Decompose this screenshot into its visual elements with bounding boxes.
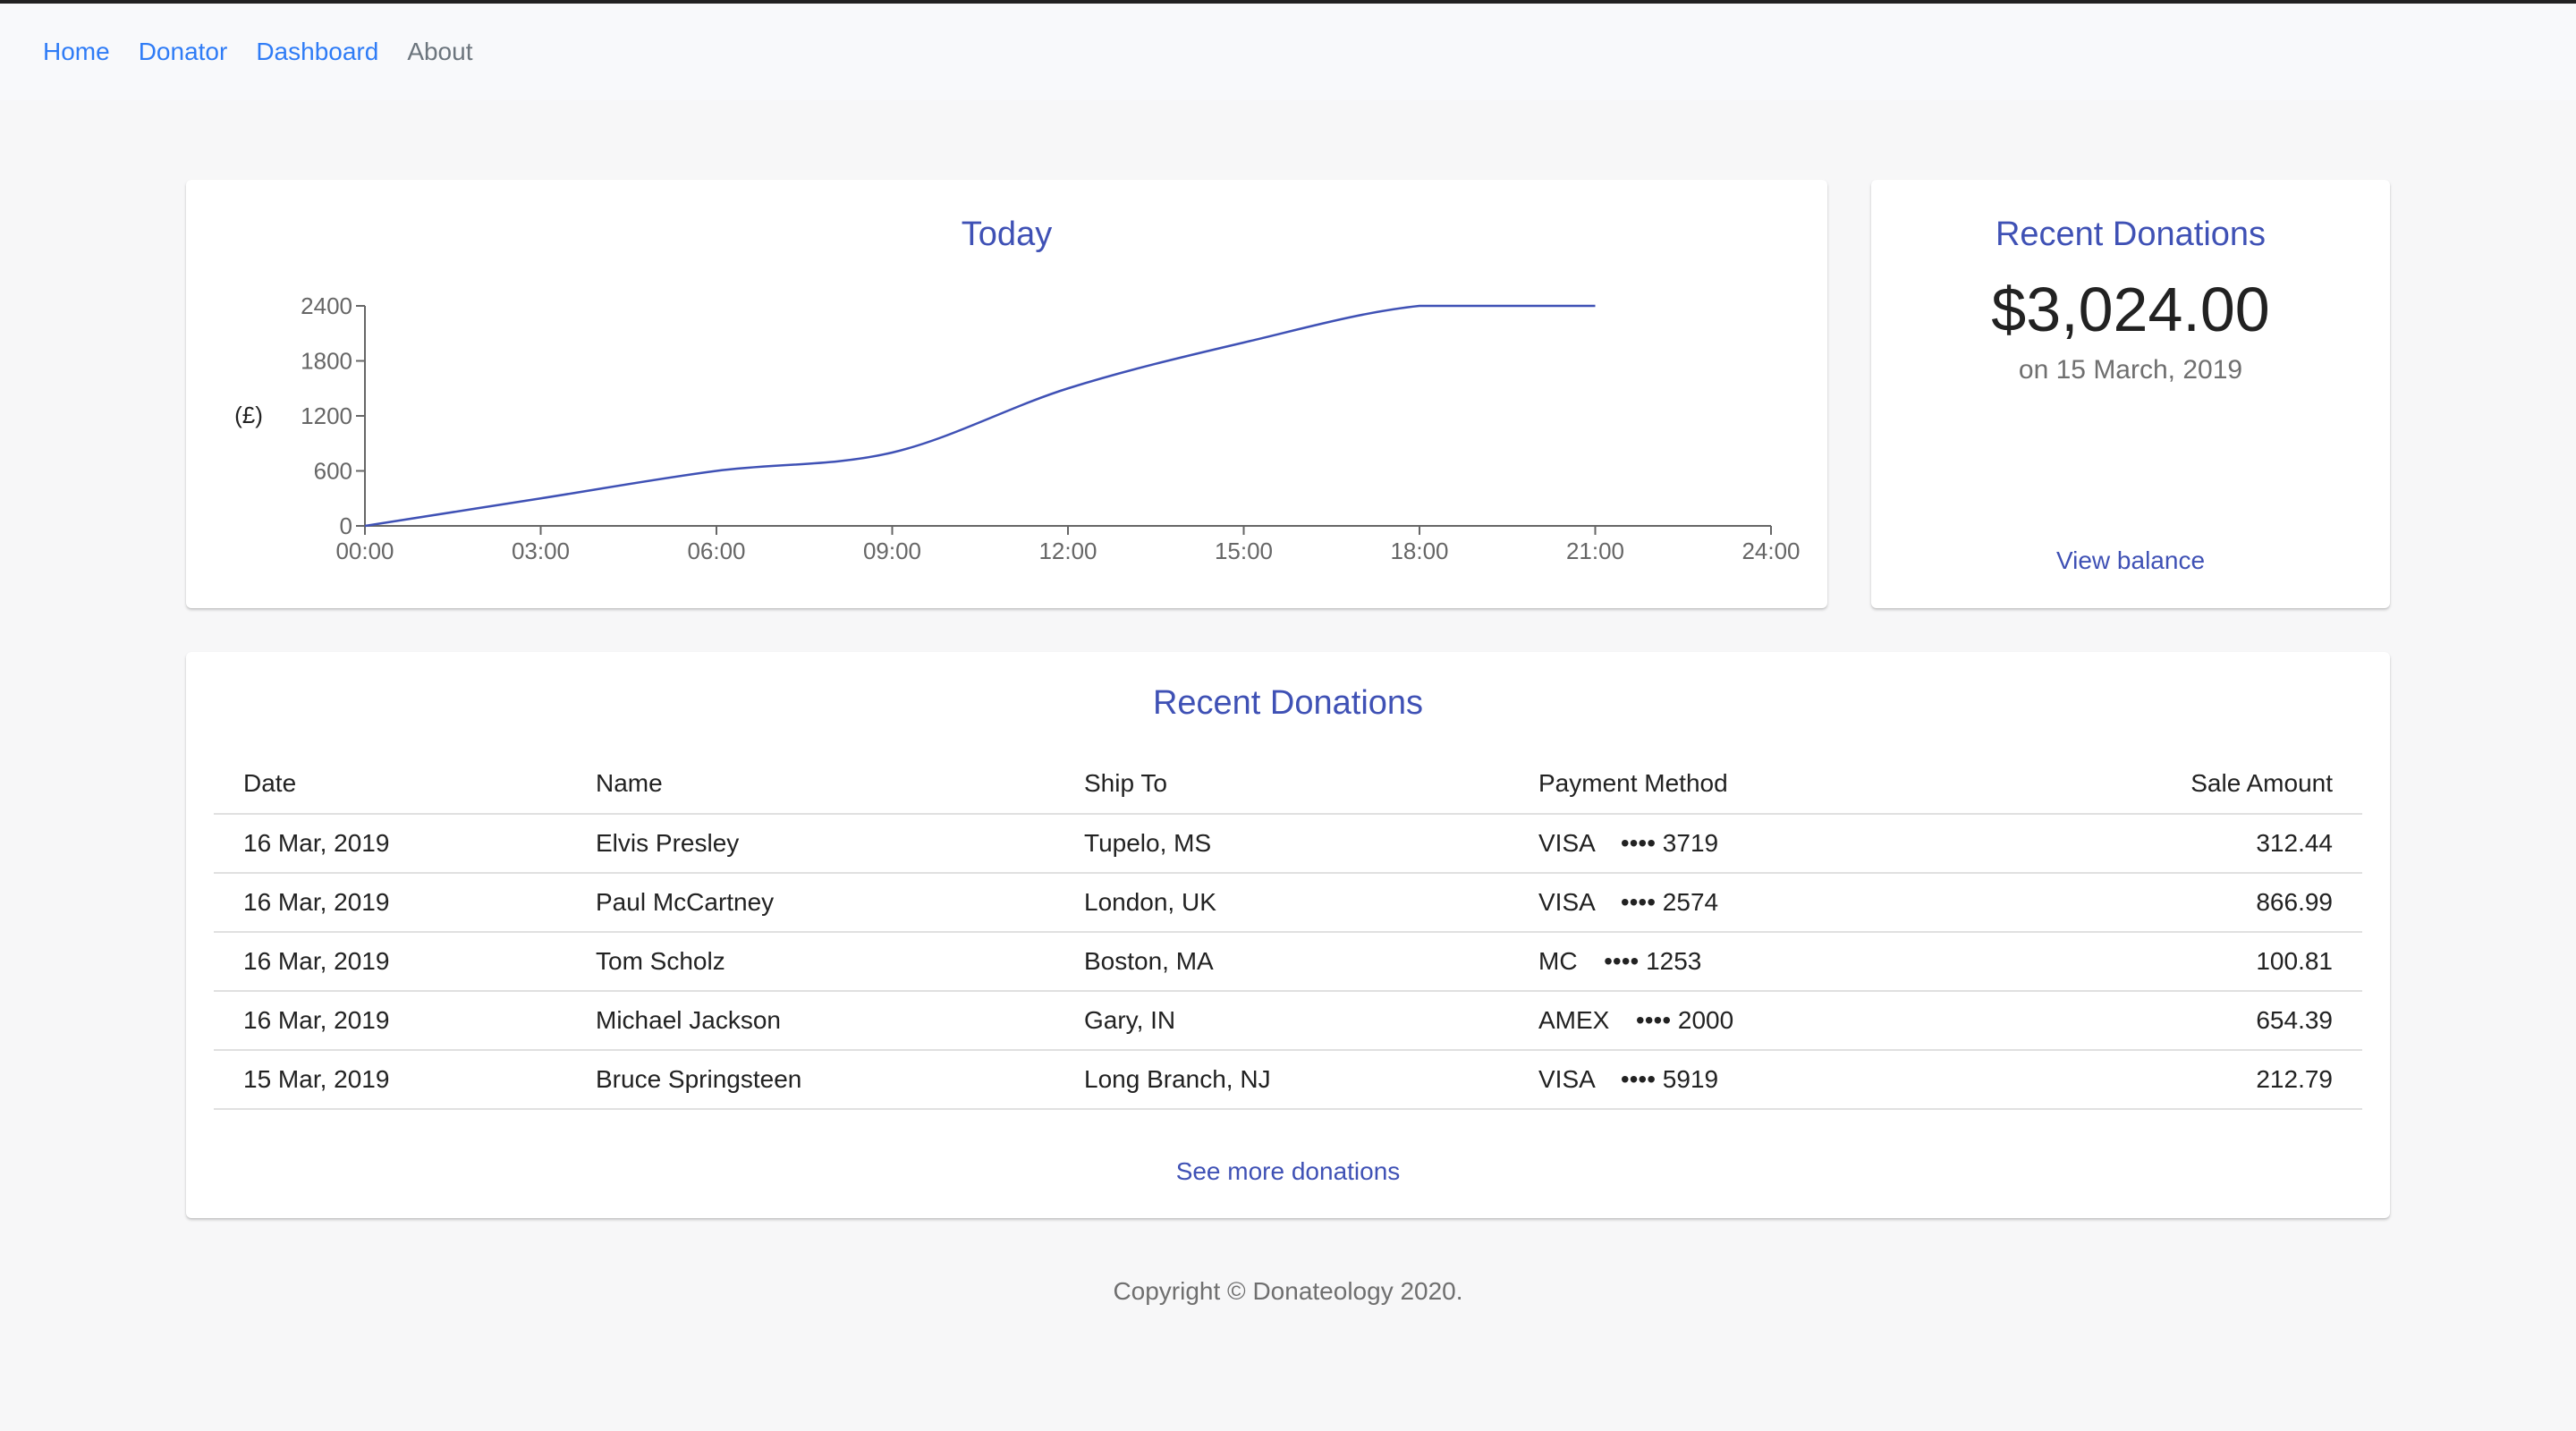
cell-sale-amount: 212.79 [1977, 1050, 2362, 1110]
cell-ship-to: Long Branch, NJ [1084, 1050, 1538, 1110]
table-header-row: Date Name Ship To Payment Method Sale Am… [214, 754, 2362, 815]
cell-date: 16 Mar, 2019 [214, 814, 596, 874]
table-row: 16 Mar, 2019 Elvis Presley Tupelo, MS VISA … [214, 814, 2362, 874]
x-tick-label: 06:00 [687, 538, 745, 564]
cell-date: 15 Mar, 2019 [214, 1050, 596, 1110]
header-date: Date [214, 754, 596, 815]
y-tick-label: 1200 [301, 402, 352, 429]
cell-name: Bruce Springsteen [596, 1050, 1084, 1110]
cell-name: Elvis Presley [596, 814, 1084, 874]
nav-dashboard[interactable]: Dashboard [256, 38, 379, 65]
header-payment-method: Payment Method [1538, 754, 1978, 815]
x-tick-label: 12:00 [1038, 538, 1097, 564]
y-tick-label: 0 [340, 512, 352, 539]
cell-date: 16 Mar, 2019 [214, 932, 596, 992]
cell-sale-amount: 312.44 [1977, 814, 2362, 874]
see-more-donations-link[interactable]: See more donations [1175, 1157, 1401, 1185]
cell-payment-method: MC •••• 1253 [1538, 932, 1978, 992]
cell-ship-to: London, UK [1084, 873, 1538, 933]
cell-ship-to: Gary, IN [1084, 991, 1538, 1051]
view-balance-link[interactable]: View balance [2055, 546, 2206, 574]
x-tick-label: 21:00 [1566, 538, 1624, 564]
y-tick-label: 1800 [301, 348, 352, 375]
data-line [364, 304, 1596, 528]
table-row: 16 Mar, 2019 Tom Scholz Boston, MA MC •••• … [214, 932, 2362, 992]
header-ship-to: Ship To [1084, 754, 1538, 815]
recent-donations-card: Recent Donations Date Name Ship To Payme… [186, 652, 2390, 1218]
cell-sale-amount: 866.99 [1977, 873, 2362, 933]
balance-card: Recent Donations $3,024.00 on 15 March, … [1871, 180, 2390, 608]
x-tick-label: 03:00 [512, 538, 570, 564]
table-row: 16 Mar, 2019 Paul McCartney London, UK VISA… [214, 873, 2362, 933]
header-name: Name [596, 754, 1084, 815]
x-tick-label: 00:00 [335, 538, 394, 564]
nav-donator[interactable]: Donator [138, 38, 228, 65]
today-line-chart: 0 600 1200 1800 2400 00:00 03:00 06:00 09:00 12:0… [234, 292, 1800, 564]
balance-title: Recent Donations [1995, 216, 2267, 253]
cell-sale-amount: 654.39 [1977, 991, 2362, 1051]
y-tick-label: 2400 [301, 292, 352, 319]
cell-name: Michael Jackson [596, 991, 1084, 1051]
x-tick-label: 24:00 [1741, 538, 1800, 564]
top-nav: Home Donator Dashboard About [0, 4, 2576, 100]
cell-payment-method: VISA •••• 5919 [1538, 1050, 1978, 1110]
x-tick-label: 09:00 [863, 538, 921, 564]
cell-date: 16 Mar, 2019 [214, 991, 596, 1051]
footer-copyright: Copyright © Donateology 2020. [1113, 1277, 1463, 1305]
cell-payment-method: VISA •••• 3719 [1538, 814, 1978, 874]
table-row: 15 Mar, 2019 Bruce Springsteen Long Branch… [214, 1050, 2362, 1110]
chart-title: Today [961, 216, 1053, 253]
cell-sale-amount: 100.81 [1977, 932, 2362, 992]
cell-payment-method: VISA •••• 2574 [1538, 873, 1978, 933]
y-axis-label: (£) [234, 402, 263, 428]
donations-table: Date Name Ship To Payment Method Sale Am… [214, 754, 2362, 1110]
cell-ship-to: Boston, MA [1084, 932, 1538, 992]
today-chart-card: Today 0 600 1200 1800 2400 00:00 03:00 06:00 09:… [186, 180, 1827, 608]
nav-about[interactable]: About [407, 38, 473, 65]
header-sale-amount: Sale Amount [1977, 754, 2362, 815]
cell-ship-to: Tupelo, MS [1084, 814, 1538, 874]
x-tick-label: 18:00 [1390, 538, 1448, 564]
cell-date: 16 Mar, 2019 [214, 873, 596, 933]
cell-payment-method: AMEX •••• 2000 [1538, 991, 1978, 1051]
cell-name: Paul McCartney [596, 873, 1084, 933]
cell-name: Tom Scholz [596, 932, 1084, 992]
table-title: Recent Donations [1152, 684, 1424, 722]
x-tick-label: 15:00 [1215, 538, 1273, 564]
balance-date: on 15 March, 2019 [2018, 355, 2243, 385]
y-tick-label: 600 [314, 458, 352, 485]
table-row: 16 Mar, 2019 Michael Jackson Gary, IN AMEX … [214, 991, 2362, 1051]
balance-amount: $3,024.00 [1991, 275, 2270, 344]
nav-home[interactable]: Home [43, 38, 110, 65]
